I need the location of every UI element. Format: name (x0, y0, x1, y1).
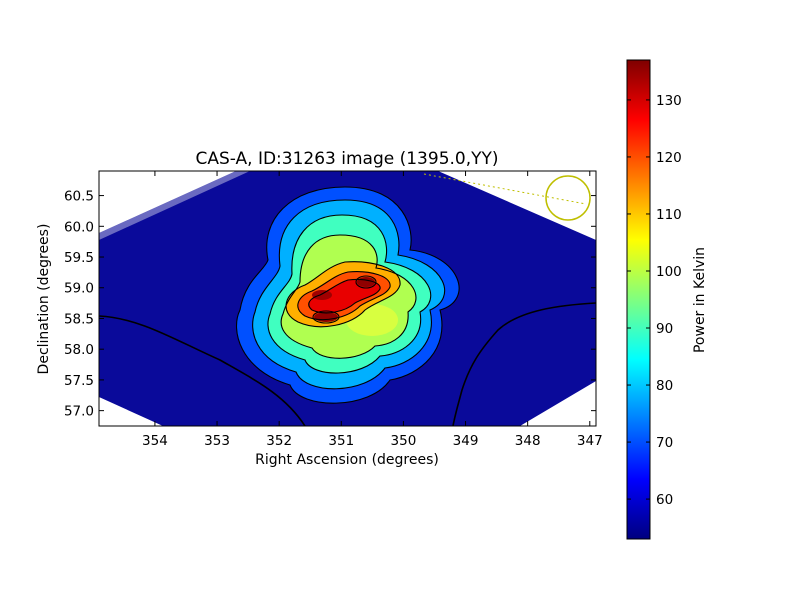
emission-heatmap (236, 187, 460, 404)
contour-3 (267, 214, 432, 374)
plot-frame (98, 170, 597, 427)
x-tick-label: 347 (577, 433, 603, 449)
contour-5 (285, 261, 401, 328)
contour-6 (297, 271, 391, 321)
y-tick-label: 58.0 (64, 342, 94, 358)
x-tick-label: 352 (266, 433, 292, 449)
colorbar-tick-label: 100 (656, 264, 682, 280)
y-tick-label: 58.5 (64, 311, 94, 327)
colorbar-tick-label: 60 (656, 492, 673, 508)
colorbar-gradient (626, 59, 651, 540)
contour-1 (236, 186, 460, 404)
y-tick-label: 60.0 (64, 219, 94, 235)
colorbar-tick-label: 110 (656, 207, 682, 223)
colorbar-ticks: 60 70 80 90 100 110 120 130 (627, 93, 682, 508)
x-tick-label: 353 (204, 433, 230, 449)
contour-2 (252, 199, 446, 390)
contour-peak-south (312, 310, 340, 324)
y-tick-label: 60.5 (64, 189, 94, 205)
x-tick-label: 350 (391, 433, 417, 449)
y-tick-label: 57.0 (64, 404, 94, 420)
x-tick-label: 348 (515, 433, 541, 449)
contour-peak-north (355, 275, 377, 289)
peak-south (314, 312, 338, 322)
y-tick-label: 59.5 (64, 250, 94, 266)
contour-4 (280, 234, 417, 359)
peak-west (312, 290, 332, 300)
contour-lines (99, 186, 596, 426)
contour-outer-southeast (452, 302, 596, 426)
x-tick-label: 349 (453, 433, 479, 449)
colorbar-tick-label: 80 (656, 378, 673, 394)
colorbar-tick-label: 90 (656, 321, 673, 337)
colorbar-tick-label: 130 (656, 93, 682, 109)
plot-area (98, 170, 597, 427)
y-axis: 57.0 57.5 58.0 58.5 59.0 59.5 60.0 60.5 (64, 189, 596, 420)
y-tick-label: 57.5 (64, 373, 94, 389)
x-axis: 354 353 352 351 350 349 348 347 (142, 171, 603, 449)
y-tick-label: 59.0 (64, 281, 94, 297)
beam-circle (545, 175, 591, 221)
contour-outer-southwest (99, 315, 306, 426)
y-axis-label: Declination (degrees) (36, 224, 52, 375)
chart-title: CAS-A, ID:31263 image (1395.0,YY) (195, 149, 498, 169)
x-tick-label: 351 (328, 433, 354, 449)
colorbar-tick-label: 70 (656, 435, 673, 451)
field-edge-top-left (99, 171, 250, 240)
colorbar-label: Power in Kelvin (692, 247, 708, 353)
x-axis-label: Right Ascension (degrees) (255, 452, 439, 468)
colorbar: 60 70 80 90 100 110 120 130 Power in Kelvin (626, 59, 708, 540)
x-tick-label: 354 (142, 433, 168, 449)
colorbar-tick-label: 120 (656, 150, 682, 166)
